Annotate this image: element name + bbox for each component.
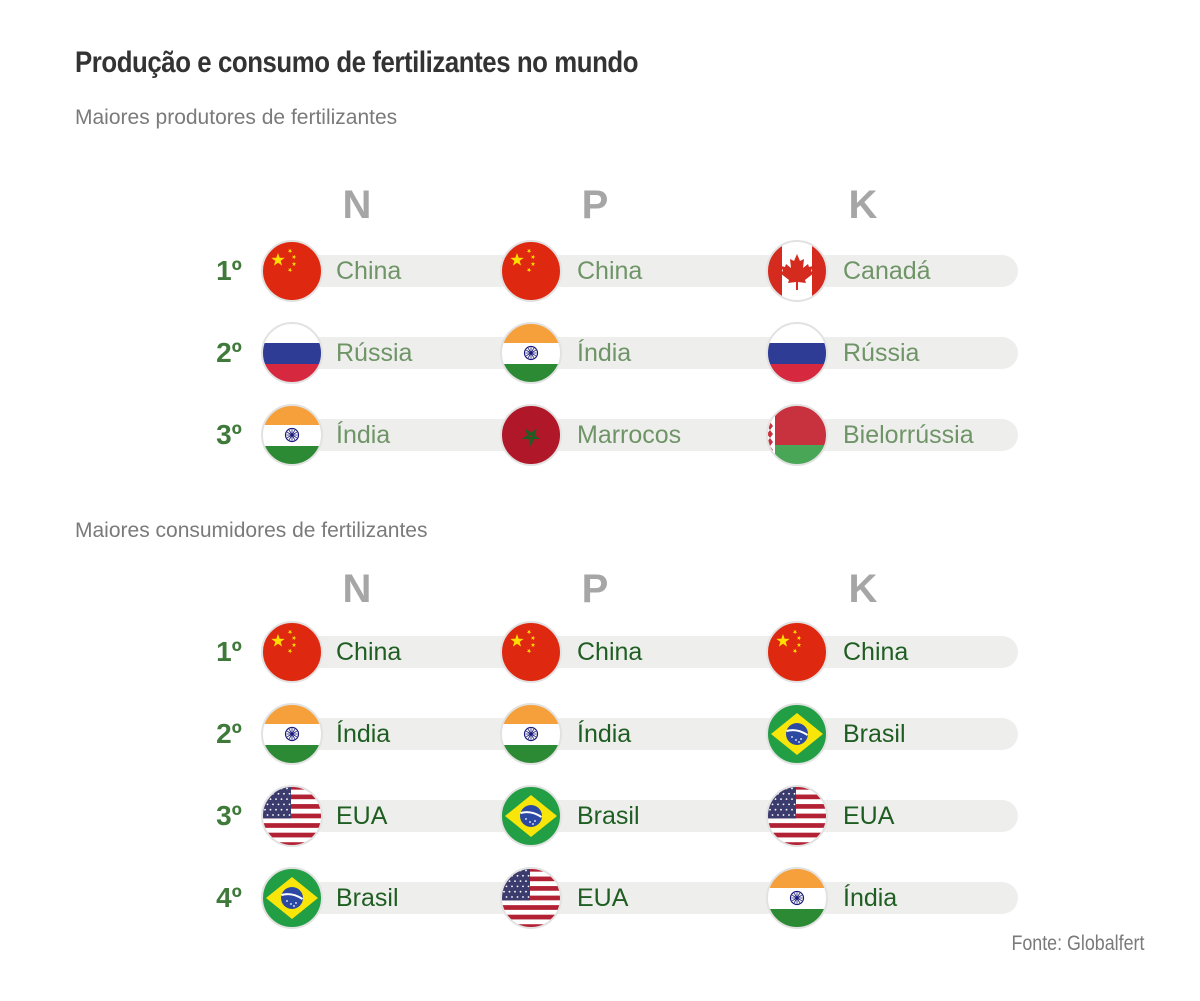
rank-label: 2º — [216, 337, 242, 368]
country-name: China — [577, 638, 643, 666]
canada-flag-icon — [766, 240, 828, 302]
rank-label: 3º — [216, 800, 242, 831]
china-flag-icon — [766, 621, 828, 683]
country-name: China — [577, 257, 643, 285]
country-name: Índia — [336, 421, 391, 449]
usa-flag-icon — [261, 785, 323, 847]
india-flag-icon — [261, 703, 323, 765]
country-name: Brasil — [843, 720, 906, 748]
country-name: China — [336, 638, 402, 666]
page-title: Produção e consumo de fertilizantes no m… — [75, 46, 639, 79]
india-flag-icon — [766, 867, 828, 929]
country-name: Índia — [336, 720, 391, 748]
belarus-flag-icon — [766, 404, 828, 466]
consumers-heading: Maiores consumidores de fertilizantes — [75, 519, 428, 542]
column-header-p: P — [581, 567, 609, 611]
column-header-n: N — [342, 183, 372, 227]
row-background — [292, 636, 1018, 668]
country-name: EUA — [336, 802, 388, 830]
china-flag-icon — [500, 621, 562, 683]
india-flag-icon — [261, 404, 323, 466]
country-name: Bielorrússia — [843, 421, 974, 449]
country-name: Índia — [577, 339, 632, 367]
brazil-flag-icon — [766, 703, 828, 765]
source-credit: Fonte: Globalfert — [1011, 932, 1144, 955]
country-name: Índia — [843, 884, 898, 912]
india-flag-icon — [500, 322, 562, 384]
rank-label: 1º — [216, 255, 242, 286]
usa-flag-icon — [500, 867, 562, 929]
country-name: Brasil — [336, 884, 399, 912]
country-name: China — [336, 257, 402, 285]
country-name: EUA — [843, 802, 895, 830]
rank-label: 4º — [216, 882, 242, 913]
country-name: Brasil — [577, 802, 640, 830]
column-header-k: K — [848, 567, 878, 611]
row-background — [292, 337, 1018, 369]
usa-flag-icon — [766, 785, 828, 847]
column-header-n: N — [342, 567, 372, 611]
country-name: Rússia — [336, 339, 413, 367]
country-name: Canadá — [843, 257, 931, 285]
country-name: Rússia — [843, 339, 920, 367]
rank-label: 2º — [216, 718, 242, 749]
row-background — [292, 419, 1018, 451]
row-background — [292, 800, 1018, 832]
column-header-p: P — [581, 183, 609, 227]
russia-flag-icon — [261, 322, 323, 384]
country-name: EUA — [577, 884, 629, 912]
china-flag-icon — [261, 240, 323, 302]
country-name: Índia — [577, 720, 632, 748]
china-flag-icon — [500, 240, 562, 302]
country-name: Marrocos — [577, 421, 682, 449]
morocco-flag-icon — [500, 404, 562, 466]
row-background — [292, 718, 1018, 750]
country-name: China — [843, 638, 909, 666]
row-background — [292, 255, 1018, 287]
row-background — [292, 882, 1018, 914]
producers-heading: Maiores produtores de fertilizantes — [75, 106, 398, 129]
column-header-k: K — [848, 183, 878, 227]
russia-flag-icon — [766, 322, 828, 384]
brazil-flag-icon — [261, 867, 323, 929]
brazil-flag-icon — [500, 785, 562, 847]
rank-label: 3º — [216, 419, 242, 450]
rank-label: 1º — [216, 636, 242, 667]
india-flag-icon — [500, 703, 562, 765]
china-flag-icon — [261, 621, 323, 683]
